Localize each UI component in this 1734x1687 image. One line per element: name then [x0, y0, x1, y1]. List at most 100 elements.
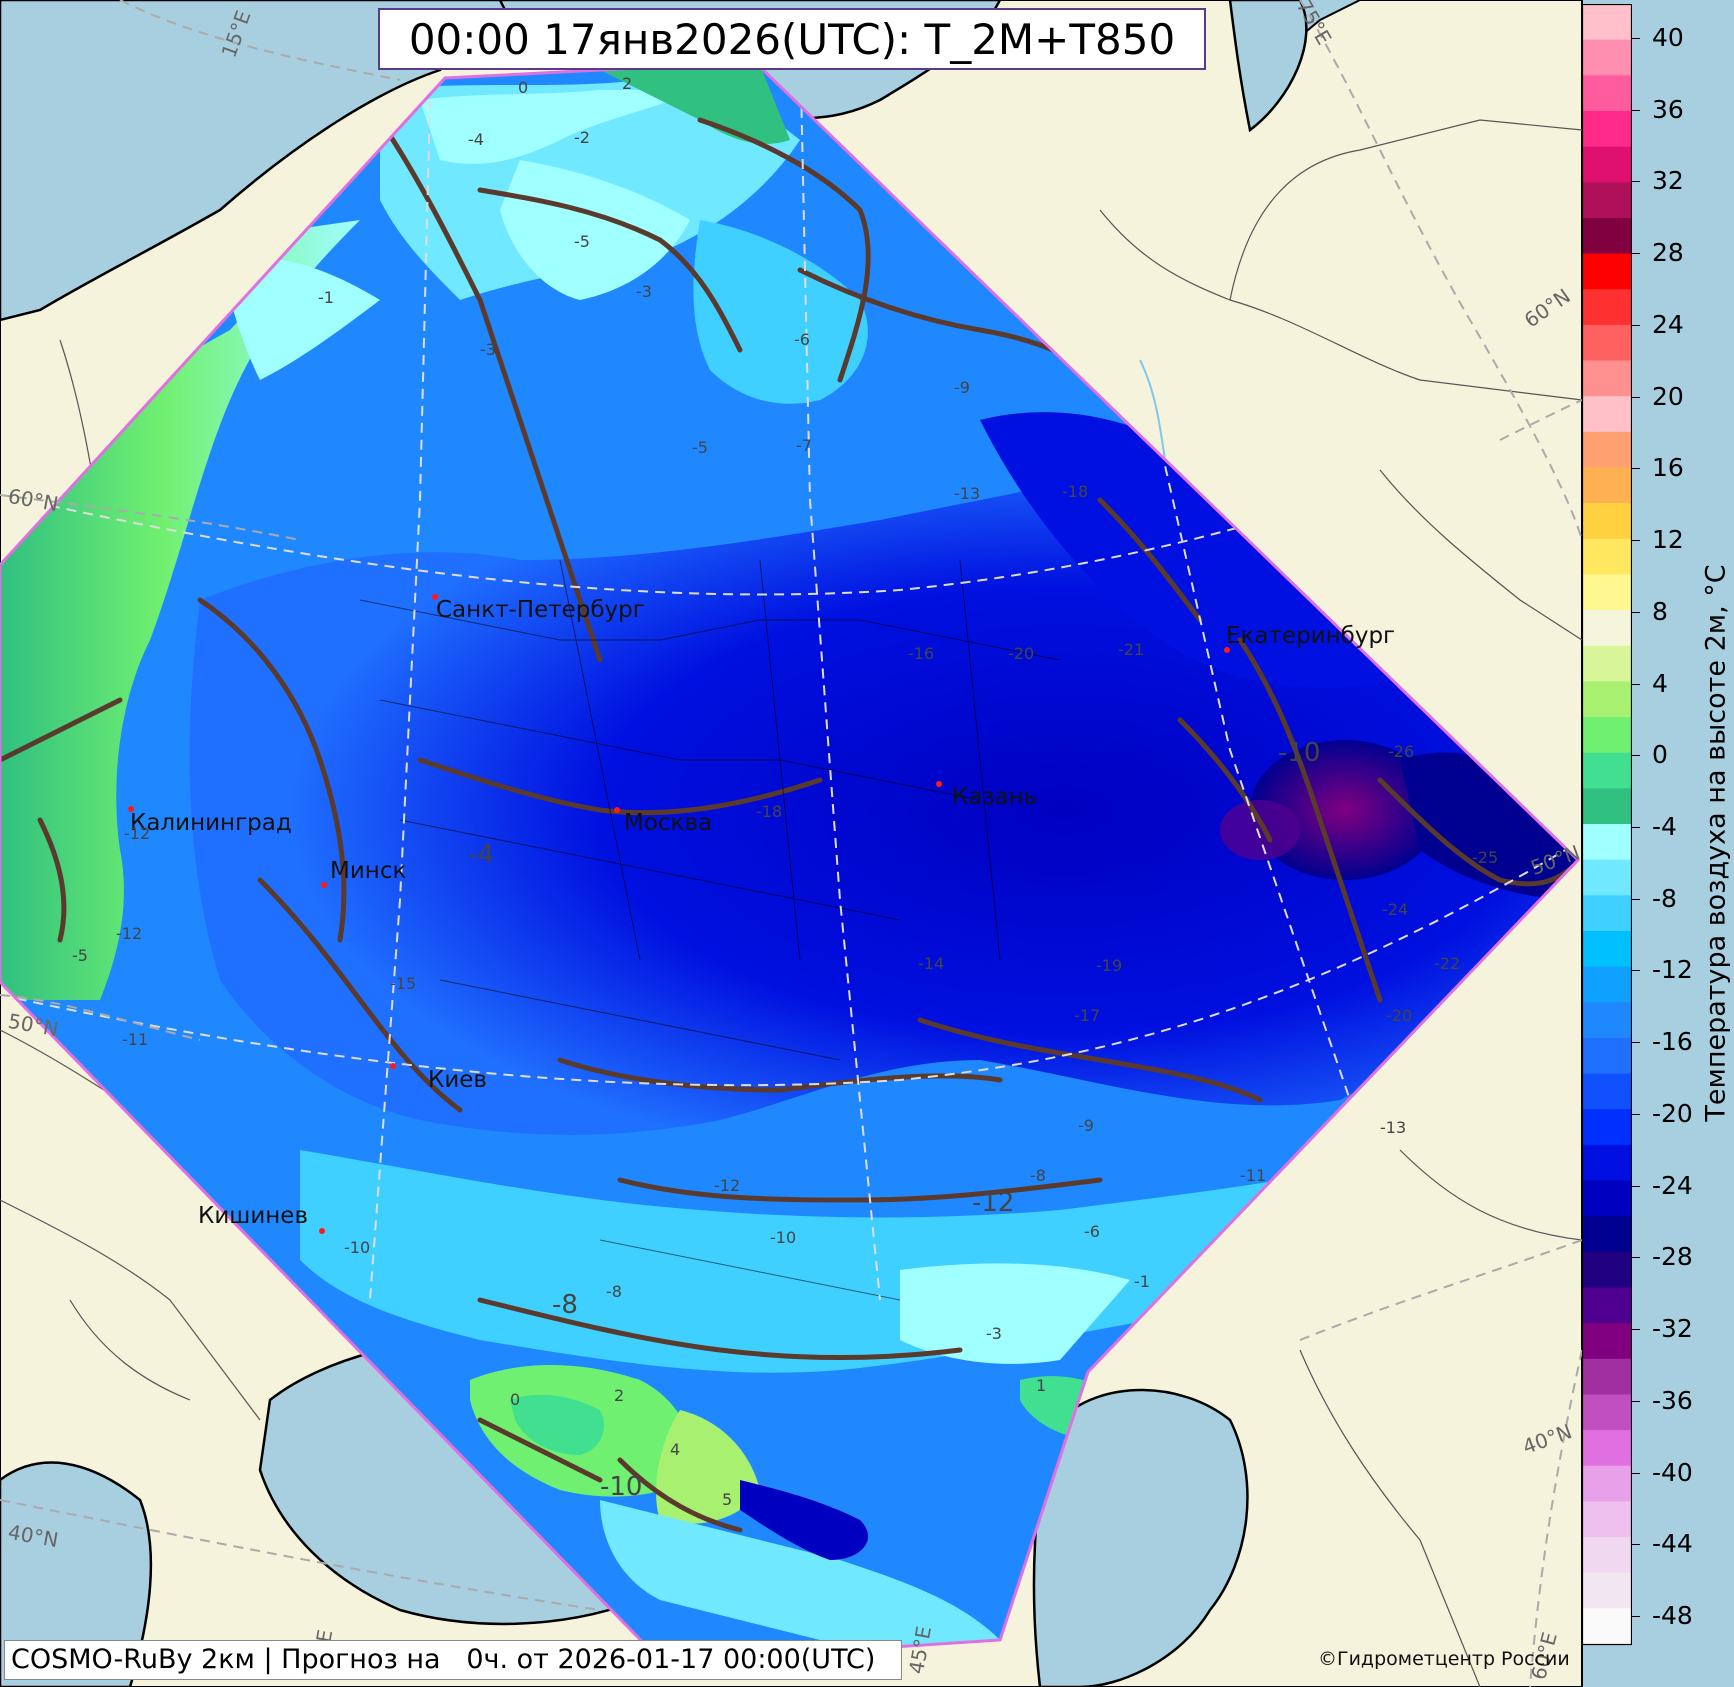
colorbar-tick-mark: [1632, 324, 1640, 326]
colorbar-tick-label: -16: [1652, 1027, 1693, 1057]
colorbar-tick-mark: [1632, 1400, 1640, 1402]
value-label: -6: [1084, 1222, 1100, 1241]
colorbar-title: Температура воздуха на высоте 2м, °C: [1700, 564, 1732, 1122]
city-marker: [321, 882, 327, 888]
city-marker: [614, 807, 620, 813]
value-label: -12: [714, 1176, 741, 1195]
colorbar-tick-label: -36: [1652, 1385, 1693, 1415]
city-marker: [432, 594, 438, 600]
colorbar-tick-mark: [1632, 1616, 1640, 1617]
colorbar-segment: [1582, 253, 1632, 290]
value-label: -12: [116, 924, 143, 943]
colorbar-tick-mark: [1632, 1257, 1640, 1259]
colorbar-segment: [1582, 431, 1632, 469]
value-label: -7: [796, 436, 812, 455]
colorbar-tick-label: 0: [1652, 740, 1668, 770]
colorbar-segment: [1582, 1465, 1632, 1502]
colorbar-segment: [1582, 824, 1632, 861]
value-label: 2: [614, 1386, 625, 1405]
colorbar-segment: [1582, 610, 1632, 647]
colorbar-segment: [1582, 1216, 1632, 1253]
value-label: -25: [1472, 848, 1499, 867]
value-label: -12: [972, 1188, 1015, 1218]
value-label: -13: [954, 484, 981, 503]
colorbar-tick-label: 16: [1652, 453, 1684, 483]
value-label: -24: [1382, 900, 1409, 919]
colorbar-segment: [1582, 146, 1632, 183]
graticule: [0, 0, 1583, 1687]
value-label: -10: [1278, 738, 1321, 768]
colorbar-segment: [1582, 1037, 1632, 1075]
value-label: -2: [574, 128, 590, 147]
colorbar-tick-label: 36: [1652, 94, 1684, 124]
colorbar-segment: [1582, 110, 1632, 148]
colorbar-segment: [1582, 859, 1632, 896]
city-label-ekaterinburg: Екатеринбург: [1226, 623, 1396, 649]
map-title-text: 00:00 17янв2026(UTC): T_2M+T850: [408, 14, 1176, 64]
city-label-moscow: Москва: [624, 810, 713, 836]
domain-border: [0, 60, 1581, 1664]
colorbar-frame: [1582, 4, 1632, 1646]
value-label: -15: [390, 974, 417, 993]
colorbar-tick-mark: [1632, 1544, 1640, 1546]
colorbar-tick-mark: [1632, 970, 1640, 972]
colorbar-tick-mark: [1632, 611, 1640, 613]
colorbar-segment: [1582, 1430, 1632, 1467]
colorbar-segment: [1582, 360, 1632, 397]
value-label: -20: [1386, 1006, 1413, 1025]
value-label: -19: [1096, 956, 1123, 975]
colorbar-tick-label: -28: [1652, 1242, 1693, 1272]
colorbar-tick-mark: [1632, 898, 1640, 900]
colorbar-segment: [1582, 788, 1632, 825]
colorbar-tick-label: -8: [1652, 883, 1677, 913]
colorbar-segment: [1582, 930, 1632, 968]
city-label-kiev: Киев: [428, 1067, 487, 1093]
value-label: -4: [468, 840, 494, 870]
value-label: 2: [622, 74, 633, 93]
colorbar-tick-label: -40: [1652, 1457, 1693, 1487]
colorbar-tick-label: -48: [1652, 1601, 1693, 1630]
colorbar-tick-mark: [1632, 468, 1640, 470]
colorbar-tick-label: 12: [1652, 525, 1684, 555]
colorbar-tick-label: 32: [1652, 166, 1684, 196]
value-label: -18: [1062, 482, 1089, 501]
city-marker: [128, 806, 134, 812]
colorbar-segment: [1582, 4, 1632, 41]
colorbar-segment: [1582, 681, 1632, 718]
colorbar-segment: [1582, 1501, 1632, 1538]
copyright: ©Гидрометцентр России: [1318, 1648, 1570, 1670]
value-label: -10: [770, 1228, 797, 1247]
colorbar-segment: [1582, 39, 1632, 76]
colorbar-tick-mark: [1632, 755, 1640, 757]
value-label: -6: [794, 330, 810, 349]
colorbar-segment: [1582, 182, 1632, 219]
value-label: -3: [986, 1324, 1002, 1343]
value-label: -5: [72, 946, 88, 965]
colorbar-tick-mark: [1632, 1329, 1640, 1331]
colorbar-tick-mark: [1632, 827, 1640, 828]
city-marker: [319, 1228, 325, 1234]
value-label: -5: [574, 232, 590, 251]
colorbar-tick-mark: [1632, 1472, 1640, 1474]
colorbar-segment: [1582, 467, 1632, 504]
value-label: -21: [1118, 640, 1145, 659]
city-marker: [1224, 647, 1230, 653]
colorbar-segment: [1582, 1180, 1632, 1217]
colorbar-segment: [1582, 1251, 1632, 1289]
city-label-kazan: Казань: [952, 784, 1038, 810]
value-label: 0: [518, 78, 529, 97]
colorbar-tick-label: 24: [1652, 309, 1684, 339]
value-label: -8: [606, 1282, 622, 1301]
colorbar-segment: [1582, 1287, 1632, 1324]
colorbar-segment: [1582, 1394, 1632, 1431]
colorbar-segment: [1582, 1109, 1632, 1146]
city-label-minsk: Минск: [330, 858, 407, 884]
value-label: -9: [954, 378, 970, 397]
value-label: -10: [600, 1472, 643, 1502]
colorbar-segment: [1582, 289, 1632, 326]
colorbar-segment: [1582, 1537, 1632, 1574]
value-label: -8: [1030, 1166, 1046, 1185]
value-label: 1: [1036, 1376, 1047, 1395]
colorbar-segment: [1582, 1358, 1632, 1396]
value-label: -4: [468, 130, 484, 149]
